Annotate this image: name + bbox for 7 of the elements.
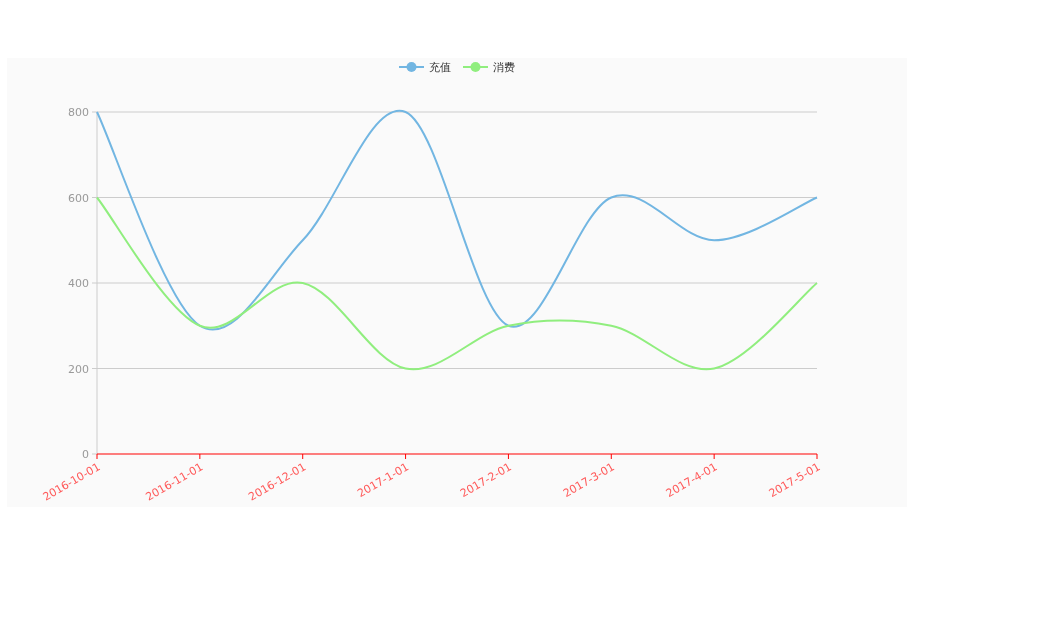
legend-label: 消费 (493, 61, 515, 74)
y-tick-label: 200 (68, 362, 89, 376)
y-tick-label: 0 (82, 448, 89, 461)
legend-label: 充值 (429, 61, 451, 74)
y-tick-label: 600 (68, 191, 89, 205)
y-tick-label: 800 (68, 106, 89, 119)
y-tick-label: 400 (68, 277, 89, 290)
